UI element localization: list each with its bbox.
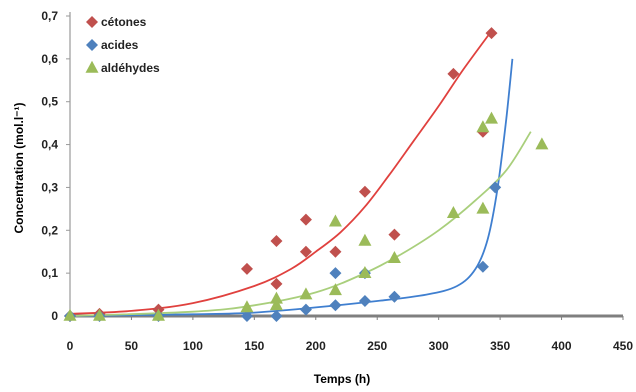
y-tick-label: 0,4 [41,138,58,152]
data-point [358,234,371,246]
legend-label: acides [101,38,139,52]
chart-legend: cétones acides aldéhydes [86,15,161,75]
legend-label: cétones [101,15,147,29]
data-point [270,235,282,247]
data-point [300,304,312,316]
x-tick-label: 350 [490,339,510,353]
y-axis-title: Concentration (mol.l⁻¹) [12,103,26,234]
data-point [270,278,282,290]
y-tick-label: 0,1 [41,266,58,280]
data-point [329,283,342,295]
legend-marker [86,61,99,73]
data-point [476,202,489,214]
data-point [359,186,371,198]
x-tick-label: 200 [306,339,326,353]
data-point [270,292,283,304]
legend-label: aldéhydes [101,61,160,75]
data-point [329,215,342,227]
trend-line [70,59,512,316]
data-point [388,229,400,241]
x-tick-label: 250 [367,339,387,353]
chart-axes [66,12,623,320]
data-point [329,267,341,279]
legend-marker [86,39,98,51]
data-point [535,137,548,149]
data-point [485,112,498,124]
data-point [489,181,501,193]
data-point [300,214,312,226]
data-point [388,291,400,303]
x-tick-label: 50 [125,339,139,353]
x-tick-label: 300 [429,339,449,353]
data-point [329,246,341,258]
x-tick-label: 0 [67,339,74,353]
y-tick-label: 0 [51,309,58,323]
y-tick-label: 0,2 [41,223,58,237]
data-point [447,206,460,218]
y-tick-label: 0,3 [41,180,58,194]
legend-marker [86,16,98,28]
y-tick-label: 0,7 [41,9,58,23]
x-tick-label: 150 [244,339,264,353]
x-tick-label: 100 [183,339,203,353]
x-axis-title: Temps (h) [314,372,370,386]
x-tick-label: 450 [613,339,633,353]
data-point [241,263,253,275]
trend-line [70,132,531,316]
data-point [359,295,371,307]
data-point [388,251,401,263]
x-tick-label: 400 [552,339,572,353]
data-point [329,299,341,311]
y-tick-label: 0,6 [41,52,58,66]
y-tick-label: 0,5 [41,95,58,109]
